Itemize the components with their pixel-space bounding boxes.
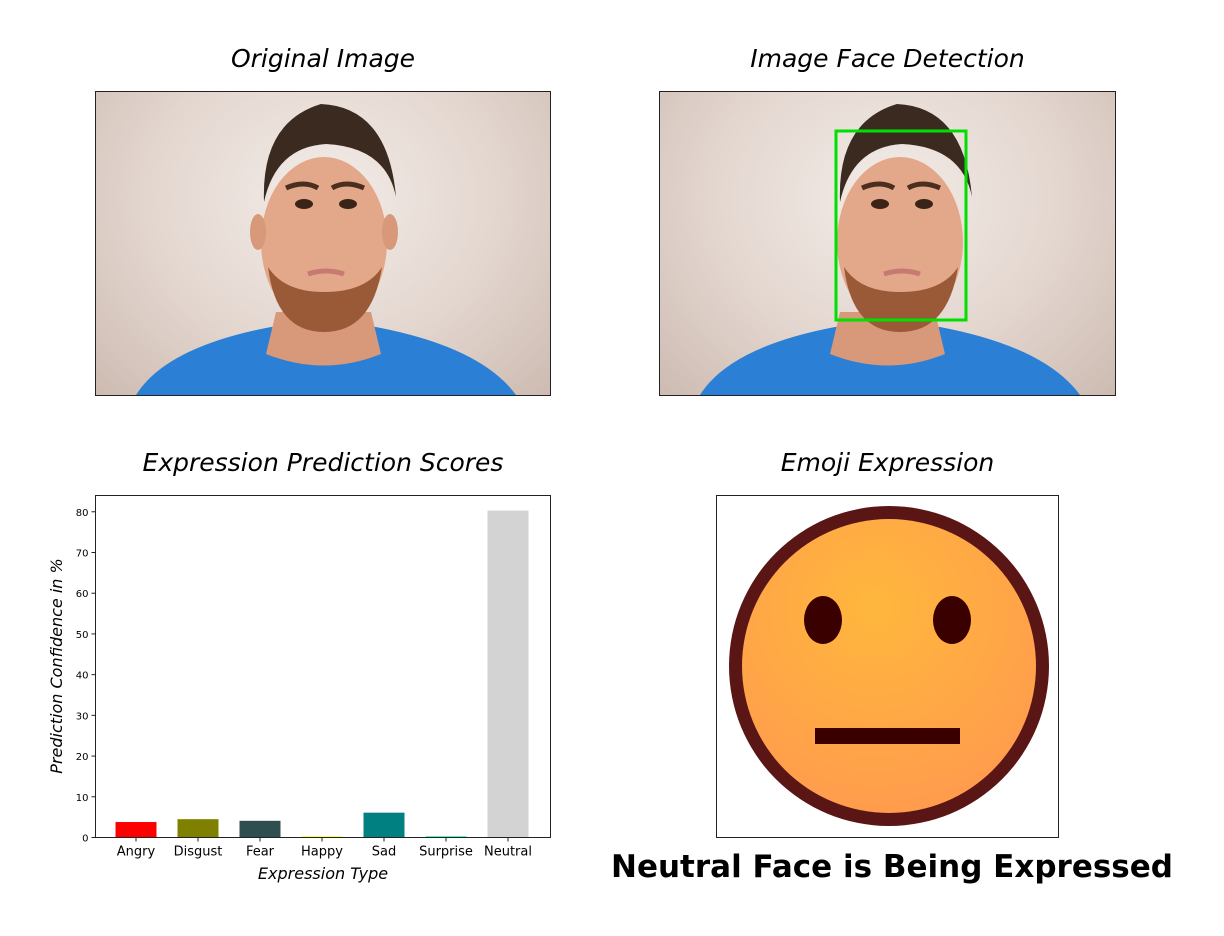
portrait-illustration [136,104,516,395]
result-caption: Neutral Face is Being Expressed [611,849,1173,885]
y-tick-label: 30 [76,711,89,722]
portrait-illustration-detected [700,104,1080,395]
y-tick-label: 20 [76,752,89,763]
bar-disgust [177,819,219,838]
x-tick-label: Happy [301,845,343,860]
x-tick-label: Surprise [419,845,473,860]
neutral-face-icon [729,506,1049,826]
bar-neutral [487,510,529,838]
emoji-panel [716,495,1059,838]
bar-sad [363,812,405,838]
x-tick-label: Disgust [174,845,223,860]
original-image [95,91,551,396]
bar-happy [301,836,343,838]
y-axis-ticks: 0 10 20 30 40 50 60 70 80 [76,508,96,845]
x-axis-ticks: Angry Disgust Fear Happy Sad Surprise Neutral [117,837,532,860]
y-axis-label: Prediction Confidence in % [47,558,66,773]
y-tick-label: 80 [76,508,89,519]
face-bounding-box [834,129,968,322]
x-tick-label: Fear [246,845,275,860]
bar-surprise [425,836,467,838]
plot-frame [95,495,551,838]
original-image-title: Original Image [230,44,416,73]
bar-angry [115,822,157,838]
face-detection-title: Image Face Detection [750,44,1025,73]
chart-bars [115,510,529,838]
y-tick-label: 50 [76,630,89,641]
y-tick-label: 0 [82,834,88,845]
y-tick-label: 40 [76,671,89,682]
y-tick-label: 70 [76,549,89,560]
bar-fear [239,820,281,838]
y-tick-label: 60 [76,589,89,600]
x-tick-label: Sad [372,845,396,860]
x-tick-label: Neutral [484,845,532,860]
x-tick-label: Angry [117,845,156,860]
face-detection-image [659,91,1116,396]
expression-bar-chart: 0 10 20 30 40 50 60 70 80 Angry Disgust Fear Happy S… [47,495,551,883]
y-tick-label: 10 [76,793,89,804]
x-axis-label: Expression Type [258,864,388,883]
emoji-title: Emoji Expression [780,448,995,477]
chart-title: Expression Prediction Scores [142,448,504,477]
